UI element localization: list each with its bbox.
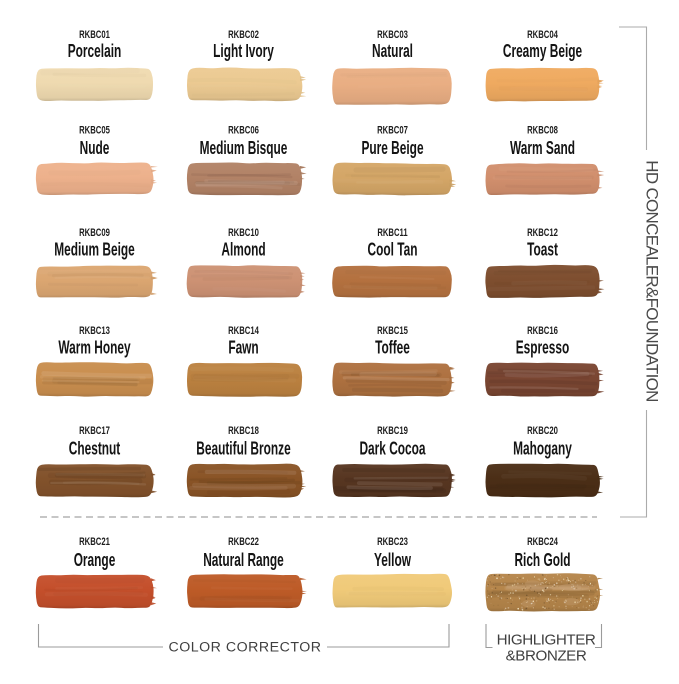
svg-text:HIGHLIGHTER: HIGHLIGHTER — [497, 632, 596, 649]
svg-text:RKBC15: RKBC15 — [377, 325, 408, 338]
svg-text:RKBC21: RKBC21 — [79, 536, 110, 549]
svg-text:Mahogany: Mahogany — [513, 439, 572, 459]
svg-text:RKBC07: RKBC07 — [377, 124, 408, 137]
svg-text:Rich Gold: Rich Gold — [514, 551, 570, 571]
svg-text:RKBC06: RKBC06 — [228, 124, 259, 137]
svg-text:RKBC12: RKBC12 — [527, 227, 558, 240]
svg-text:Toffee: Toffee — [375, 338, 410, 358]
svg-text:Natural Range: Natural Range — [203, 551, 284, 571]
svg-text:Medium Beige: Medium Beige — [54, 240, 135, 260]
svg-text:RKBC22: RKBC22 — [228, 536, 259, 549]
svg-text:RKBC18: RKBC18 — [228, 425, 259, 438]
svg-text:RKBC08: RKBC08 — [527, 124, 558, 137]
svg-text:Cool Tan: Cool Tan — [368, 240, 418, 260]
svg-text:RKBC19: RKBC19 — [377, 425, 408, 438]
svg-text:RKBC01: RKBC01 — [79, 29, 110, 42]
svg-text:RKBC04: RKBC04 — [527, 29, 558, 42]
svg-text:Almond: Almond — [221, 240, 265, 260]
svg-text:Yellow: Yellow — [374, 551, 412, 571]
svg-text:RKBC16: RKBC16 — [527, 325, 558, 338]
svg-text:Medium Bisque: Medium Bisque — [200, 139, 288, 159]
svg-text:RKBC03: RKBC03 — [377, 29, 408, 42]
svg-text:Warm Honey: Warm Honey — [58, 338, 131, 358]
svg-text:Warm Sand: Warm Sand — [510, 139, 575, 159]
svg-text:RKBC05: RKBC05 — [79, 124, 110, 137]
svg-text:Light Ivory: Light Ivory — [213, 42, 274, 62]
svg-text:Nude: Nude — [80, 139, 110, 159]
svg-text:Orange: Orange — [74, 551, 116, 571]
svg-text:RKBC09: RKBC09 — [79, 227, 110, 240]
svg-text:RKBC20: RKBC20 — [527, 425, 558, 438]
svg-text:Toast: Toast — [527, 240, 558, 260]
svg-text:Pure Beige: Pure Beige — [361, 139, 423, 159]
svg-text:RKBC13: RKBC13 — [79, 325, 110, 338]
svg-text:RKBC14: RKBC14 — [228, 325, 259, 338]
svg-text:Chestnut: Chestnut — [69, 439, 121, 459]
svg-text:Dark Cocoa: Dark Cocoa — [359, 439, 425, 459]
svg-text:Fawn: Fawn — [228, 338, 258, 358]
svg-text:Natural: Natural — [372, 42, 413, 62]
svg-text:Espresso: Espresso — [516, 338, 570, 358]
svg-text:RKBC17: RKBC17 — [79, 425, 110, 438]
svg-text:RKBC24: RKBC24 — [527, 536, 558, 549]
svg-text:&BRONZER: &BRONZER — [506, 648, 587, 665]
svg-text:RKBC11: RKBC11 — [377, 227, 408, 240]
svg-text:RKBC02: RKBC02 — [228, 29, 259, 42]
svg-text:Beautiful Bronze: Beautiful Bronze — [196, 439, 291, 459]
svg-text:COLOR CORRECTOR: COLOR CORRECTOR — [168, 640, 321, 656]
svg-text:RKBC23: RKBC23 — [377, 536, 408, 549]
svg-text:HD CONCEALER&FOUNDATION: HD CONCEALER&FOUNDATION — [643, 160, 662, 401]
svg-text:RKBC10: RKBC10 — [228, 227, 259, 240]
svg-text:Creamy Beige: Creamy Beige — [503, 42, 583, 62]
svg-text:Porcelain: Porcelain — [68, 42, 122, 62]
